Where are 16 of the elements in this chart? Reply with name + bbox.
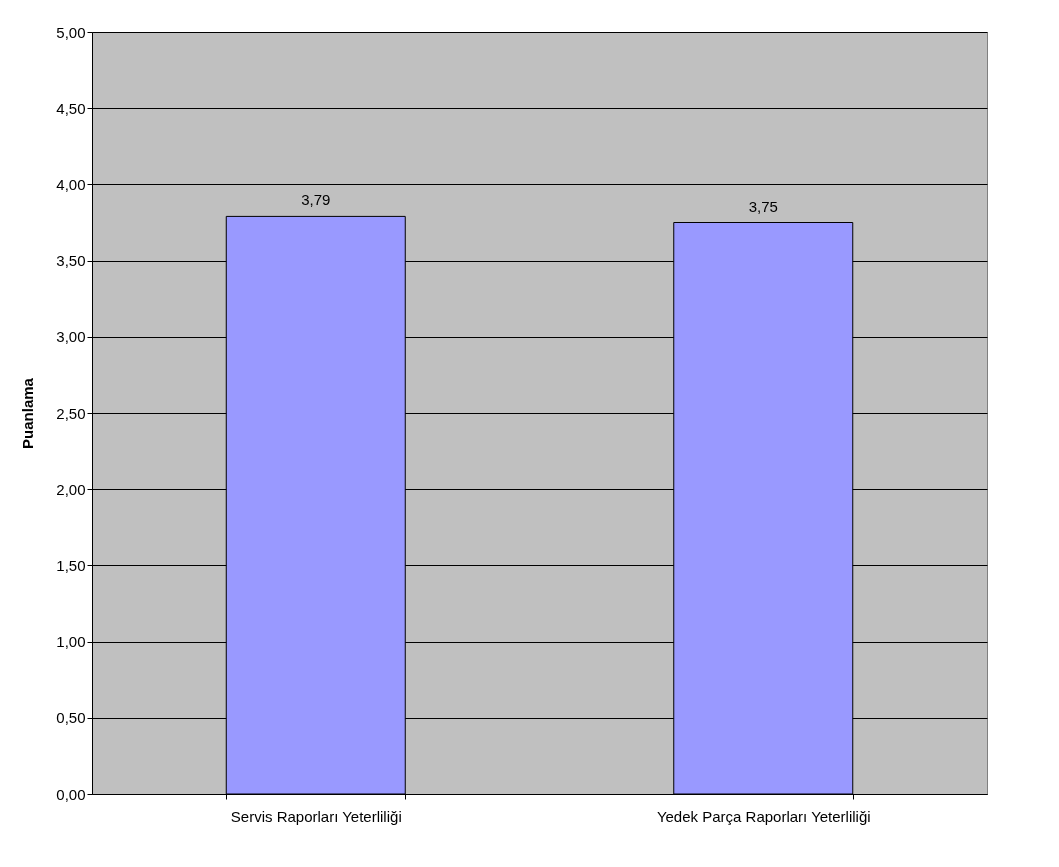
data-label: 3,75: [748, 197, 778, 215]
y-tick-label: 0,50: [56, 709, 86, 727]
x-tick-label: Yedek Parça Raporları Yeterliliği: [656, 807, 871, 825]
data-label: 3,79: [301, 191, 331, 209]
y-tick-label: 3,50: [56, 252, 86, 270]
y-tick-label: 0,00: [56, 785, 86, 803]
y-tick-label: 2,00: [56, 480, 86, 498]
y-axis-title: Puanlama: [19, 377, 37, 449]
y-tick-label: 2,50: [56, 404, 86, 422]
x-tick-label: Servis Raporları Yeterliliği: [230, 807, 402, 825]
y-tick-label: 4,50: [56, 99, 86, 117]
y-tick-label: 4,00: [56, 175, 86, 193]
y-tick-label: 5,00: [56, 23, 86, 41]
y-tick-label: 1,50: [56, 556, 86, 574]
y-tick-label: 3,00: [56, 328, 86, 346]
y-tick-label: 1,00: [56, 633, 86, 651]
